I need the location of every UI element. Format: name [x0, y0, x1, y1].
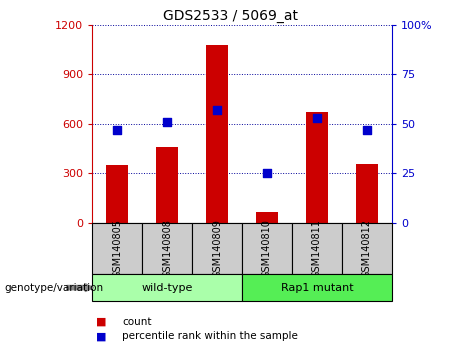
Text: GSM140812: GSM140812	[362, 219, 372, 278]
Bar	[342, 223, 392, 274]
Text: ■: ■	[96, 331, 106, 341]
Bar	[142, 223, 192, 274]
Point	[263, 171, 271, 176]
Text: GSM140805: GSM140805	[112, 219, 122, 278]
Text: GSM140808: GSM140808	[162, 219, 172, 278]
Bar	[92, 223, 142, 274]
Bar	[292, 223, 342, 274]
Bar	[256, 212, 278, 223]
Point	[113, 127, 121, 133]
Text: count: count	[122, 317, 152, 327]
Text: Rap1 mutant: Rap1 mutant	[281, 282, 353, 293]
Text: genotype/variation: genotype/variation	[5, 282, 104, 293]
Point	[363, 127, 371, 133]
Bar	[242, 223, 292, 274]
Text: ■: ■	[96, 317, 106, 327]
Text: wild-type: wild-type	[142, 282, 193, 293]
Bar	[156, 147, 178, 223]
Bar	[106, 165, 129, 223]
Point	[313, 115, 321, 121]
Bar	[306, 112, 328, 223]
Bar	[355, 164, 378, 223]
Point	[163, 119, 171, 125]
Text: GSM140809: GSM140809	[212, 219, 222, 278]
Bar	[192, 223, 242, 274]
Text: percentile rank within the sample: percentile rank within the sample	[122, 331, 298, 341]
Text: GDS2533 / 5069_at: GDS2533 / 5069_at	[163, 9, 298, 23]
Text: GSM140810: GSM140810	[262, 219, 272, 278]
Bar	[92, 274, 242, 301]
Text: GSM140811: GSM140811	[312, 219, 322, 278]
Bar	[242, 274, 392, 301]
Bar	[206, 45, 228, 223]
Point	[213, 107, 221, 113]
